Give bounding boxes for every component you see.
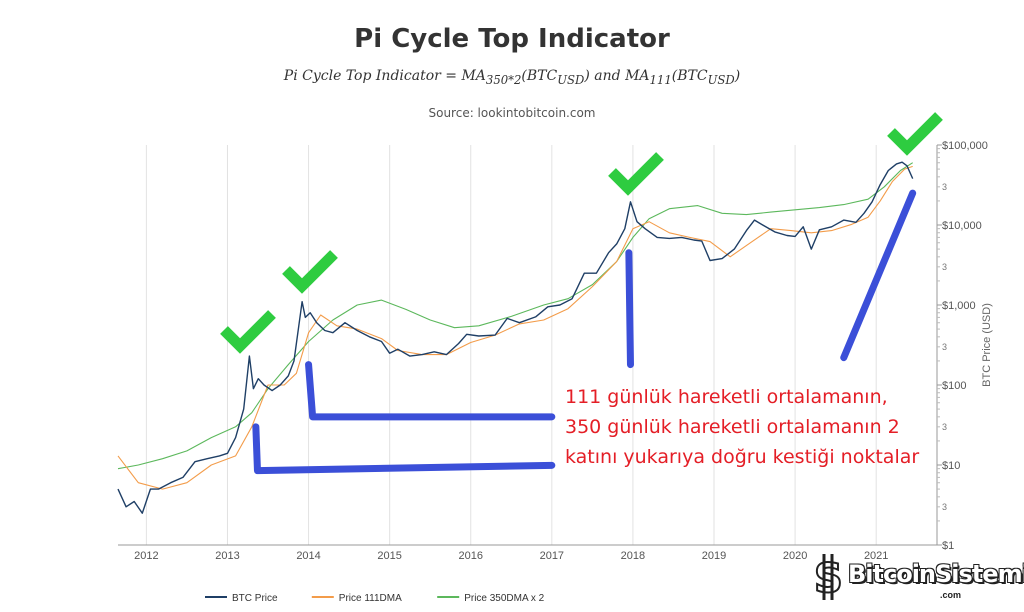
x-tick-label: 2020 xyxy=(783,550,807,562)
x-tick-label: 2019 xyxy=(702,550,726,562)
y-minor-label: 3 xyxy=(942,182,947,192)
y-minor-label: 3 xyxy=(942,262,947,272)
series-line-price-350dma-x-2 xyxy=(117,162,913,470)
x-tick-label: 2014 xyxy=(296,550,320,562)
y-tick-label: $10,000 xyxy=(942,220,982,232)
x-tick-label: 2013 xyxy=(215,550,239,562)
marker-2021 xyxy=(840,189,917,362)
watermark-domain: .com xyxy=(940,590,962,600)
bitcoin-logo-icon: S xyxy=(813,554,844,602)
y-tick-label: $1,000 xyxy=(942,300,976,312)
x-tick-label: 2015 xyxy=(377,550,401,562)
annotation-text: 111 günlük hareketli ortalamanın, 350 gü… xyxy=(565,382,965,472)
checkmark-icon xyxy=(608,152,664,196)
chart-title: Pi Cycle Top Indicator xyxy=(354,24,670,54)
x-tick-label: 2021 xyxy=(864,550,888,562)
y-tick-label: $100,000 xyxy=(942,140,988,152)
y-minor-label: 3 xyxy=(942,502,947,512)
annotation-line: 111 günlük hareketli ortalamanın, xyxy=(565,386,888,408)
grid-layer xyxy=(145,145,877,545)
svg-text:S: S xyxy=(814,556,843,602)
legend-label: Price 350DMA x 2 xyxy=(464,593,544,604)
legend-item[interactable]: Price 111DMA xyxy=(311,593,402,604)
checkmark-icon xyxy=(220,310,276,354)
bracket-2013 xyxy=(252,423,556,475)
x-tick-label: 2016 xyxy=(458,550,482,562)
chart-source: Source: lookintobitcoin.com xyxy=(428,106,596,120)
checkmark-icon xyxy=(887,112,943,156)
legend-label: BTC Price xyxy=(232,593,278,604)
y-axis-label: BTC Price (USD) xyxy=(981,303,993,387)
marker-2017 xyxy=(625,249,634,369)
chart-subtitle: Pi Cycle Top Indicator = MA350*2(BTCUSD)… xyxy=(283,68,741,87)
series-line-price-111dma xyxy=(117,165,913,490)
legend-label: Price 111DMA xyxy=(339,593,402,604)
y-minor-label: 3 xyxy=(942,342,947,352)
watermark-text: BitcoinSistemi xyxy=(848,560,1024,588)
annotation-line: katını yukarıya doğru kestiği noktalar xyxy=(565,446,920,468)
x-tick-label: 2018 xyxy=(621,550,645,562)
x-tick-label: 2017 xyxy=(540,550,564,562)
y-tick-label: $100 xyxy=(942,380,966,392)
legend[interactable]: BTC Price Price 111DMA Price 350DMA x 2 xyxy=(205,593,545,604)
legend-item[interactable]: Price 350DMA x 2 xyxy=(437,593,545,604)
y-tick-label: $10 xyxy=(942,460,960,472)
y-minor-label: 3 xyxy=(942,422,947,432)
legend-item[interactable]: BTC Price xyxy=(205,593,278,604)
checkmark-icon xyxy=(282,250,338,294)
annotation-line: 350 günlük hareketli ortalamanın 2 xyxy=(565,416,900,438)
series-line-btc-price xyxy=(117,161,914,514)
x-tick-label: 2012 xyxy=(134,550,158,562)
watermark: S BitcoinSistemi .com xyxy=(812,552,1024,602)
series-layer xyxy=(117,161,914,514)
axes-layer: 2012 2013 2014 2015 2016 2017 2018 2019 2020 2021… xyxy=(118,140,993,562)
y-tick-label: $1 xyxy=(942,540,954,552)
bracket-2014 xyxy=(305,361,556,421)
marker-layer xyxy=(220,112,943,475)
